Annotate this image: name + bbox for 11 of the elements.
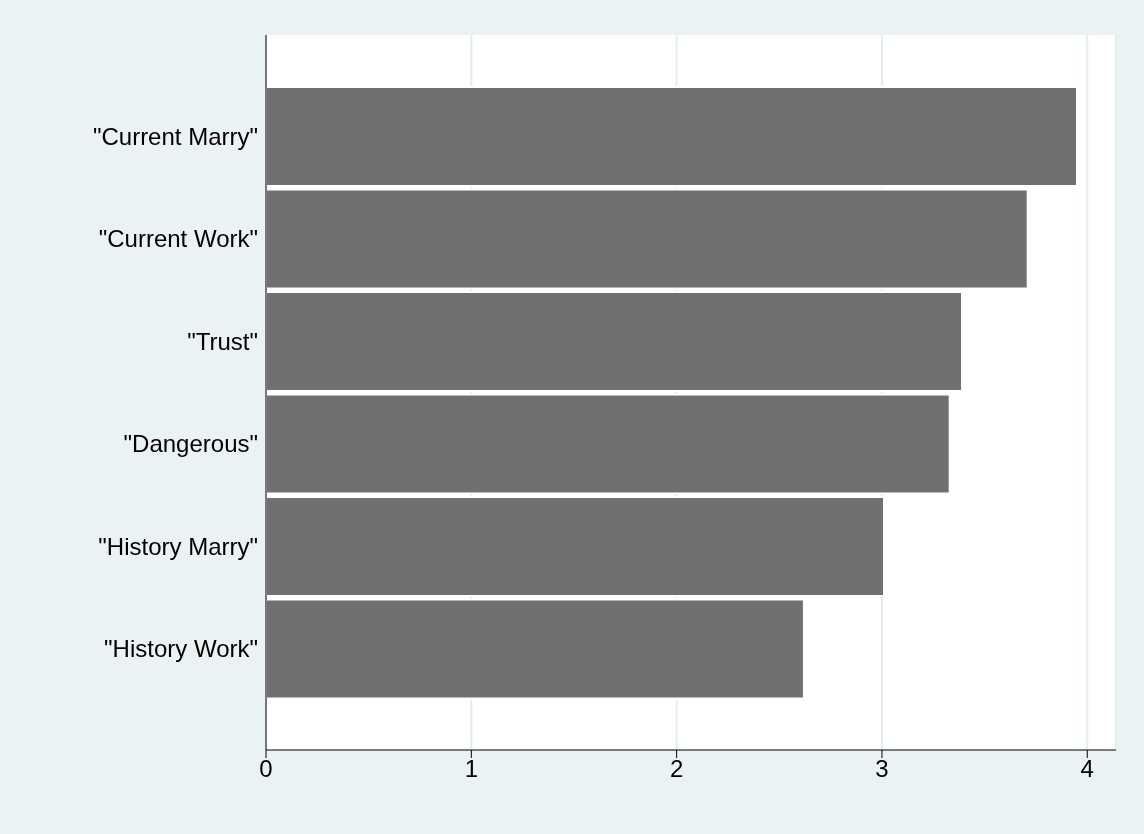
y-tick-label: "Current Marry": [92, 122, 258, 150]
y-tick-label: "Current Work": [98, 225, 258, 253]
y-tick-label: "History Work": [104, 635, 258, 663]
y-tick-label: "History Marry": [98, 532, 258, 560]
y-tick-label: "Trust": [187, 327, 258, 355]
x-tick-label: 4: [1080, 755, 1094, 783]
x-tick-label: 2: [669, 755, 684, 783]
x-tick-label: 3: [875, 755, 889, 783]
y-tick-label: "Dangerous": [123, 430, 258, 458]
x-tick-label: 1: [464, 755, 478, 783]
x-tick-label: 0: [259, 755, 273, 783]
